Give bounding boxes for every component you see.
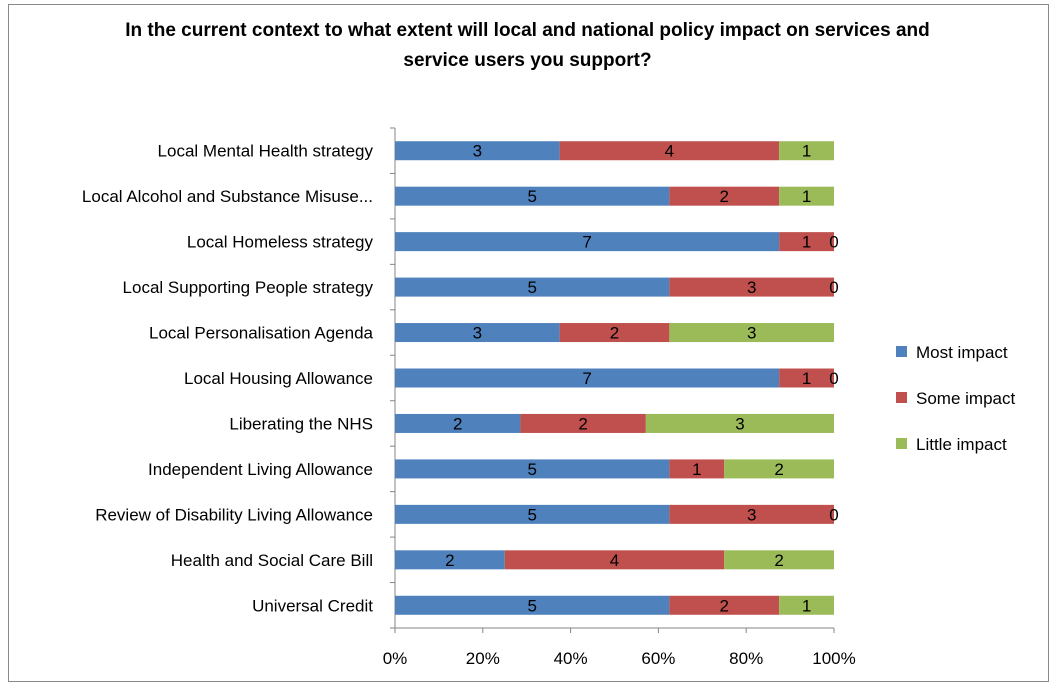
data-label: 2 <box>774 460 783 479</box>
legend-label: Some impact <box>916 389 1015 408</box>
bar-segment-little-impact <box>779 141 834 161</box>
legend-label: Most impact <box>916 343 1008 362</box>
category-label: Local Homeless strategy <box>187 233 374 252</box>
data-label: 5 <box>527 596 536 615</box>
data-label: 5 <box>527 505 536 524</box>
data-label: 0 <box>829 278 838 297</box>
data-label: 3 <box>747 324 756 343</box>
bar-segment-little-impact <box>669 323 834 343</box>
bar-segment-some-impact <box>669 595 780 615</box>
bar-segment-most-impact <box>395 186 670 206</box>
bar-segment-some-impact <box>520 413 646 433</box>
bar-segment-most-impact <box>395 504 670 524</box>
category-label: Local Supporting People strategy <box>123 278 374 297</box>
bar-segment-some-impact <box>559 323 670 343</box>
bar-segment-some-impact <box>559 141 780 161</box>
data-label: 0 <box>829 233 838 252</box>
bar-segment-most-impact <box>395 277 670 297</box>
bar-segment-little-impact <box>645 413 834 433</box>
bar-segment-most-impact <box>395 550 505 570</box>
category-label: Local Alcohol and Substance Misuse... <box>82 187 373 206</box>
data-label: 2 <box>610 324 619 343</box>
legend-swatch <box>896 392 907 403</box>
bar-segment-some-impact <box>669 504 834 524</box>
chart-title-text: In the current context to what extent wi… <box>125 20 930 71</box>
data-label: 1 <box>692 460 701 479</box>
data-label: 7 <box>582 233 591 252</box>
bar-segment-most-impact <box>395 413 521 433</box>
bar-segment-some-impact <box>669 277 834 297</box>
bar-segment-most-impact <box>395 323 560 343</box>
data-label: 0 <box>829 505 838 524</box>
x-tick-label: 100% <box>812 649 855 668</box>
x-tick-label: 20% <box>466 649 500 668</box>
data-label: 2 <box>578 414 587 433</box>
data-label: 3 <box>747 505 756 524</box>
bar-segment-most-impact <box>395 459 670 479</box>
bar-segment-most-impact <box>395 368 780 388</box>
data-label: 2 <box>720 596 729 615</box>
x-tick-label: 80% <box>729 649 763 668</box>
legend-label: Little impact <box>916 435 1007 454</box>
data-label: 3 <box>473 324 482 343</box>
bar-segment-little-impact <box>724 550 834 570</box>
bar-segment-little-impact <box>779 595 834 615</box>
data-label: 3 <box>735 414 744 433</box>
chart-title: In the current context to what extent wi… <box>0 16 1055 76</box>
data-label: 0 <box>829 369 838 388</box>
data-label: 3 <box>747 278 756 297</box>
bar-segment-some-impact <box>669 459 725 479</box>
bar-segment-some-impact <box>669 186 780 206</box>
data-label: 5 <box>527 278 536 297</box>
data-label: 4 <box>665 142 674 161</box>
category-label: Health and Social Care Bill <box>171 551 373 570</box>
x-tick-label: 0% <box>383 649 408 668</box>
category-label: Review of Disability Living Allowance <box>95 505 373 524</box>
x-tick-label: 40% <box>554 649 588 668</box>
data-label: 5 <box>527 460 536 479</box>
x-tick-label: 60% <box>641 649 675 668</box>
data-label: 1 <box>802 233 811 252</box>
data-label: 4 <box>610 551 619 570</box>
bar-segment-some-impact <box>504 550 725 570</box>
data-label: 2 <box>445 551 454 570</box>
data-label: 1 <box>802 187 811 206</box>
category-label: Independent Living Allowance <box>148 460 373 479</box>
legend-swatch <box>896 438 907 449</box>
category-label: Liberating the NHS <box>229 414 373 433</box>
category-label: Local Housing Allowance <box>184 369 373 388</box>
legend-swatch <box>896 346 907 357</box>
data-label: 2 <box>720 187 729 206</box>
data-label: 7 <box>582 369 591 388</box>
data-label: 1 <box>802 142 811 161</box>
category-label: Local Personalisation Agenda <box>149 324 374 343</box>
data-label: 5 <box>527 187 536 206</box>
bar-segment-most-impact <box>395 232 780 252</box>
data-label: 1 <box>802 596 811 615</box>
category-label: Universal Credit <box>252 596 373 615</box>
bar-segment-some-impact <box>779 232 834 252</box>
data-label: 2 <box>774 551 783 570</box>
bar-segment-most-impact <box>395 141 560 161</box>
bar-segment-most-impact <box>395 595 670 615</box>
data-label: 2 <box>453 414 462 433</box>
bar-segment-little-impact <box>779 186 834 206</box>
bar-segment-some-impact <box>779 368 834 388</box>
bar-segment-little-impact <box>724 459 834 479</box>
category-label: Local Mental Health strategy <box>158 142 374 161</box>
data-label: 3 <box>473 142 482 161</box>
data-label: 1 <box>802 369 811 388</box>
